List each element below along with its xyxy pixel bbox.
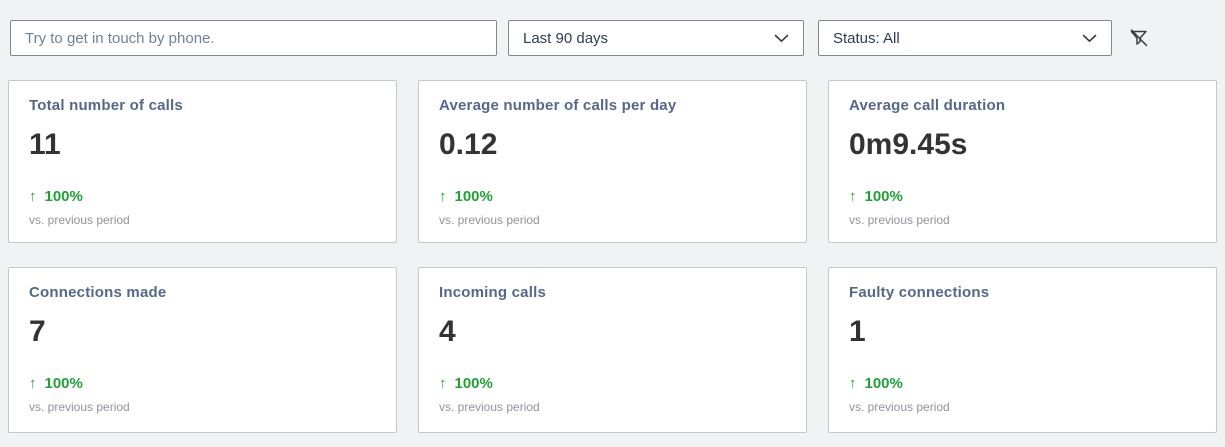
- up-arrow-icon: ↑: [849, 375, 857, 392]
- stat-card-total-calls: Total number of calls 11 ↑ 100% vs. prev…: [8, 80, 397, 243]
- date-range-value: Last 90 days: [523, 29, 609, 47]
- stat-card-caption: vs. previous period: [849, 213, 950, 227]
- stat-card-title: Faulty connections: [849, 284, 990, 301]
- up-arrow-icon: ↑: [29, 375, 37, 392]
- stat-card-delta: ↑ 100%: [439, 375, 786, 392]
- clear-filters-button[interactable]: [1122, 23, 1156, 53]
- up-arrow-icon: ↑: [439, 375, 447, 392]
- status-value: Status: All: [833, 29, 900, 47]
- stat-card-delta: ↑ 100%: [29, 188, 376, 205]
- stat-card-delta-value: 100%: [454, 188, 493, 205]
- stat-card-delta: ↑ 100%: [849, 188, 1196, 205]
- stat-card-caption: vs. previous period: [439, 400, 540, 414]
- up-arrow-icon: ↑: [29, 188, 37, 205]
- stat-card-delta: ↑ 100%: [29, 375, 376, 392]
- stat-card-connections-made: Connections made 7 ↑ 100% vs. previous p…: [8, 267, 397, 433]
- stat-card-delta-value: 100%: [454, 375, 493, 392]
- stat-card-delta-value: 100%: [44, 375, 83, 392]
- date-range-dropdown[interactable]: Last 90 days: [508, 20, 804, 56]
- stat-card-title: Average call duration: [849, 97, 1006, 114]
- stat-card-value: 7: [29, 315, 46, 348]
- up-arrow-icon: ↑: [849, 188, 857, 205]
- stat-card-delta: ↑ 100%: [849, 375, 1196, 392]
- stat-card-value: 11: [29, 128, 61, 161]
- stat-card-value: 0m9.45s: [849, 128, 968, 161]
- stat-card-delta-value: 100%: [864, 188, 903, 205]
- stats-grid: Total number of calls 11 ↑ 100% vs. prev…: [8, 80, 1217, 433]
- stat-card-caption: vs. previous period: [29, 213, 130, 227]
- stat-card-caption: vs. previous period: [849, 400, 950, 414]
- stat-card-caption: vs. previous period: [29, 400, 130, 414]
- stat-card-faulty-connections: Faulty connections 1 ↑ 100% vs. previous…: [828, 267, 1217, 433]
- stats-row-1: Total number of calls 11 ↑ 100% vs. prev…: [8, 80, 1217, 243]
- chevron-down-icon: [1082, 34, 1097, 42]
- stat-card-delta: ↑ 100%: [439, 188, 786, 205]
- stat-card-incoming-calls: Incoming calls 4 ↑ 100% vs. previous per…: [418, 267, 807, 433]
- stat-card-avg-call-duration: Average call duration 0m9.45s ↑ 100% vs.…: [828, 80, 1217, 243]
- up-arrow-icon: ↑: [439, 188, 447, 205]
- chevron-down-icon: [774, 34, 789, 42]
- stat-card-value: 0.12: [439, 128, 498, 161]
- stat-card-title: Connections made: [29, 284, 167, 301]
- stat-card-caption: vs. previous period: [439, 213, 540, 227]
- status-dropdown[interactable]: Status: All: [818, 20, 1112, 56]
- stat-card-title: Incoming calls: [439, 284, 546, 301]
- stats-row-2: Connections made 7 ↑ 100% vs. previous p…: [8, 267, 1217, 433]
- stat-card-delta-value: 100%: [864, 375, 903, 392]
- search-input[interactable]: [10, 20, 497, 56]
- stat-card-value: 1: [849, 315, 866, 348]
- stat-card-title: Total number of calls: [29, 97, 183, 114]
- stat-card-title: Average number of calls per day: [439, 97, 677, 114]
- stat-card-avg-calls-per-day: Average number of calls per day 0.12 ↑ 1…: [418, 80, 807, 243]
- stat-card-delta-value: 100%: [44, 188, 83, 205]
- stat-card-value: 4: [439, 315, 456, 348]
- filter-off-icon: [1130, 29, 1148, 47]
